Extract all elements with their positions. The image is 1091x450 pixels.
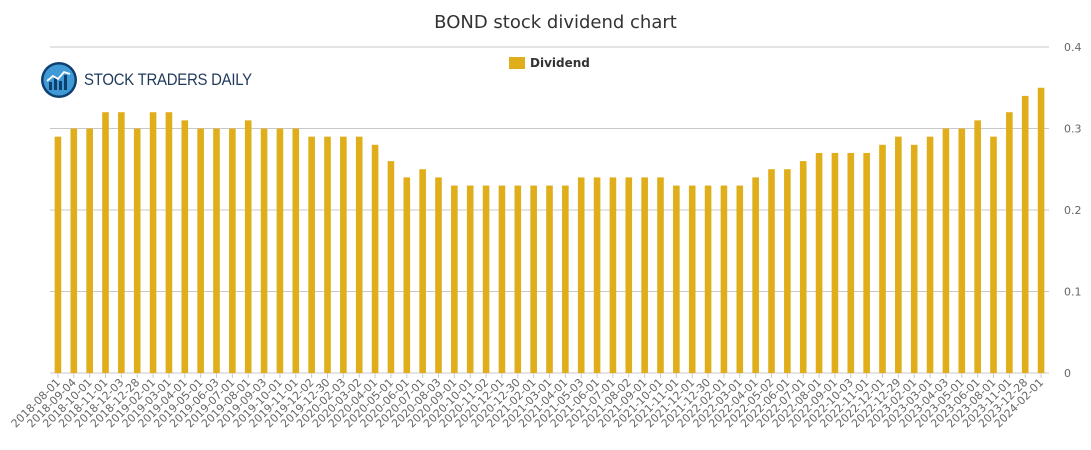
bar[interactable] xyxy=(879,144,886,373)
bar[interactable] xyxy=(974,120,981,373)
bar[interactable] xyxy=(847,152,855,373)
bar[interactable] xyxy=(292,128,300,374)
y-tick-label: 0 xyxy=(1064,367,1071,380)
bar[interactable] xyxy=(657,177,664,373)
bar[interactable] xyxy=(546,185,553,373)
bar[interactable] xyxy=(895,136,902,373)
bar[interactable] xyxy=(1006,112,1013,373)
bar[interactable] xyxy=(466,185,474,373)
bar[interactable] xyxy=(609,177,617,373)
bar[interactable] xyxy=(324,136,331,373)
bar[interactable] xyxy=(244,120,252,373)
bar[interactable] xyxy=(768,169,775,373)
bar[interactable] xyxy=(498,185,506,373)
bar[interactable] xyxy=(530,185,537,373)
y-tick-label: 0.2 xyxy=(1064,204,1082,217)
x-axis-ticks: 2018-08-012018-09-042018-10-012018-11-01… xyxy=(9,373,1046,430)
bar[interactable] xyxy=(387,161,395,373)
bar[interactable] xyxy=(577,177,585,373)
bar[interactable] xyxy=(704,185,712,373)
bar[interactable] xyxy=(720,185,728,373)
bar[interactable] xyxy=(133,128,141,374)
bar[interactable] xyxy=(308,136,315,373)
bar[interactable] xyxy=(435,177,442,373)
bar[interactable] xyxy=(562,185,569,373)
bar[interactable] xyxy=(181,120,189,373)
bar[interactable] xyxy=(229,128,236,374)
chart-title: BOND stock dividend chart xyxy=(434,12,677,33)
bar[interactable] xyxy=(276,128,284,374)
bar[interactable] xyxy=(260,128,268,374)
bar[interactable] xyxy=(355,136,363,373)
bar[interactable] xyxy=(451,185,458,373)
bar[interactable] xyxy=(86,128,93,374)
bar[interactable] xyxy=(799,161,807,373)
chart-globe-icon xyxy=(41,62,77,98)
bar[interactable] xyxy=(419,169,426,373)
bar[interactable] xyxy=(118,112,125,373)
bar[interactable] xyxy=(197,128,204,374)
bar[interactable] xyxy=(688,185,696,373)
bar[interactable] xyxy=(482,185,490,373)
bar[interactable] xyxy=(958,128,966,374)
bar[interactable] xyxy=(1021,95,1029,374)
bar[interactable] xyxy=(514,185,522,373)
bar[interactable] xyxy=(942,128,950,374)
bar[interactable] xyxy=(593,177,601,373)
bar[interactable] xyxy=(625,177,633,373)
bar[interactable] xyxy=(102,112,109,373)
bar[interactable] xyxy=(815,152,823,373)
logo-text: STOCK TRADERS DAILY xyxy=(84,70,252,89)
bar[interactable] xyxy=(340,136,347,373)
bar[interactable] xyxy=(403,177,411,373)
y-tick-label: 0.3 xyxy=(1064,123,1082,136)
bar[interactable] xyxy=(736,185,744,373)
bar[interactable] xyxy=(213,128,220,374)
bar[interactable] xyxy=(926,136,934,373)
legend-label: Dividend xyxy=(530,56,590,70)
bar[interactable] xyxy=(863,152,870,373)
bar[interactable] xyxy=(165,112,173,373)
bar[interactable] xyxy=(70,128,78,374)
bar[interactable] xyxy=(673,185,680,373)
stock-traders-daily-logo: STOCK TRADERS DAILY xyxy=(40,60,275,100)
legend[interactable]: Dividend xyxy=(509,56,590,70)
bar[interactable] xyxy=(1037,87,1045,373)
bar[interactable] xyxy=(149,112,157,373)
bar[interactable] xyxy=(784,169,791,373)
bar[interactable] xyxy=(910,144,918,373)
y-tick-label: 0.1 xyxy=(1064,286,1082,299)
y-tick-label: 0.4 xyxy=(1064,41,1082,54)
bar[interactable] xyxy=(831,152,839,373)
bar[interactable] xyxy=(752,177,759,373)
bar[interactable] xyxy=(990,136,997,373)
bar-series xyxy=(54,87,1045,374)
y-axis-ticks: 0 0.1 0.2 0.3 0.4 xyxy=(1064,41,1082,380)
bar[interactable] xyxy=(641,177,648,373)
bar[interactable] xyxy=(54,136,62,373)
bar[interactable] xyxy=(371,144,379,373)
legend-swatch xyxy=(509,57,525,69)
